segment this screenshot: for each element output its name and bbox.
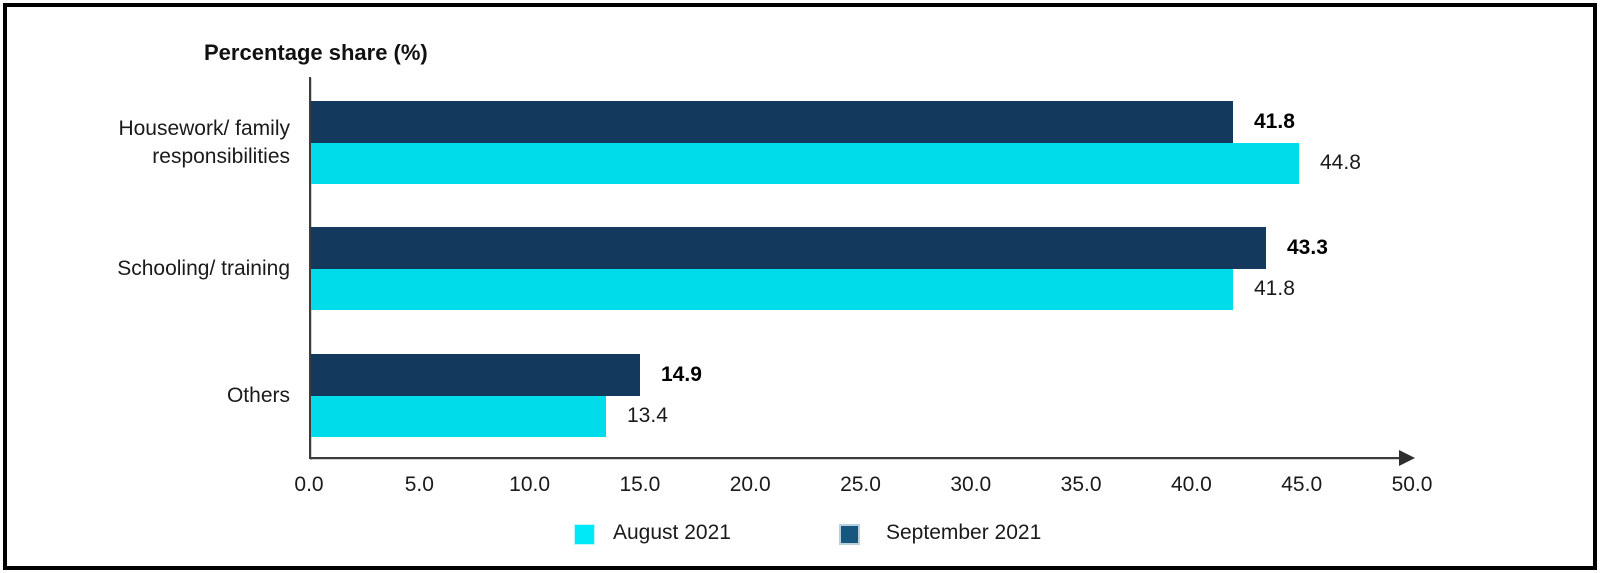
x-tick-label-45.0: 45.0 bbox=[1281, 473, 1323, 496]
category-label-0: Housework/ family responsibilities bbox=[118, 116, 290, 168]
x-tick-label-20.0: 20.0 bbox=[729, 473, 771, 496]
value-label-september-2021-2: 14.9 bbox=[661, 362, 702, 386]
legend-swatch-august-icon bbox=[574, 524, 595, 545]
x-tick-label-15.0: 15.0 bbox=[619, 473, 661, 496]
value-label-august-2021-0: 44.8 bbox=[1320, 151, 1361, 175]
x-axis-arrowhead-icon bbox=[1399, 450, 1415, 466]
bar-september-2021-0 bbox=[311, 101, 1233, 143]
value-label-august-2021-2: 13.4 bbox=[627, 404, 668, 428]
bar-august-2021-0 bbox=[311, 142, 1299, 184]
x-tick-label-50.0: 50.0 bbox=[1391, 473, 1433, 496]
x-tick-label-40.0: 40.0 bbox=[1170, 473, 1212, 496]
category-label-2: Others bbox=[226, 383, 290, 407]
x-tick-label-0.0: 0.0 bbox=[294, 473, 324, 496]
y-axis-line bbox=[309, 77, 311, 459]
x-tick-label-5.0: 5.0 bbox=[404, 473, 434, 496]
x-tick-label-25.0: 25.0 bbox=[840, 473, 881, 496]
x-tick-label-35.0: 35.0 bbox=[1060, 473, 1102, 496]
chart-title: Percentage share (%) bbox=[204, 40, 428, 65]
legend-label-august: August 2021 bbox=[613, 521, 731, 544]
bar-august-2021-2 bbox=[311, 395, 606, 437]
bar-august-2021-1 bbox=[311, 268, 1233, 310]
x-axis-line bbox=[309, 457, 1401, 459]
value-label-september-2021-0: 41.8 bbox=[1254, 109, 1295, 133]
category-label-1: Schooling/ training bbox=[117, 256, 290, 280]
bar-september-2021-2 bbox=[311, 354, 640, 396]
x-tick-label-10.0: 10.0 bbox=[509, 473, 551, 496]
value-label-august-2021-1: 41.8 bbox=[1254, 277, 1295, 301]
bar-september-2021-1 bbox=[311, 227, 1266, 269]
value-label-september-2021-1: 43.3 bbox=[1287, 235, 1328, 259]
legend-swatch-september-icon bbox=[839, 524, 860, 545]
x-tick-label-30.0: 30.0 bbox=[950, 473, 992, 496]
legend-label-september: September 2021 bbox=[886, 521, 1042, 544]
